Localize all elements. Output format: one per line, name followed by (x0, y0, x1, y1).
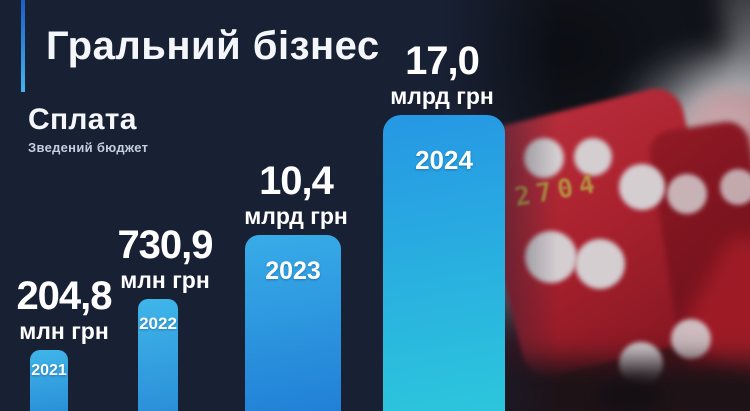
bar-2022: 2022 (138, 299, 178, 411)
chart-subtitle: Сплата Зведений бюджет (28, 103, 148, 155)
bar-value-number: 10,4 (259, 158, 334, 203)
bar-value-label: 204,8 млн грн (0, 276, 159, 343)
bar-value-label: 17,0 млрд грн (347, 41, 537, 108)
bar-value-number: 204,8 (16, 273, 112, 318)
bar-year-label: 2021 (31, 362, 67, 379)
subtitle-caption: Зведений бюджет (28, 140, 149, 155)
bar-2024: 2024 (383, 115, 505, 411)
accent-line (21, 0, 25, 92)
bar-value-label: 730,9 млн грн (70, 225, 260, 292)
bar-value-label: 10,4 млрд грн (201, 161, 391, 228)
page-title: Гральний бізнес (46, 24, 380, 68)
bar-year-label: 2022 (139, 314, 177, 333)
bar-value-number: 730,9 (117, 222, 213, 267)
bar-2023: 2023 (245, 235, 341, 411)
bar-year-label: 2024 (415, 145, 473, 175)
subtitle-heading: Сплата (28, 103, 137, 136)
bar-value-number: 17,0 (405, 38, 480, 83)
bar-value-unit: млн грн (120, 266, 210, 293)
bar-value-unit: млрд грн (244, 202, 348, 229)
bar-value-unit: млрд грн (390, 82, 494, 109)
bar-2021: 2021 (30, 350, 68, 411)
bar-value-unit: млн грн (19, 317, 109, 344)
bar-year-label: 2023 (265, 257, 321, 285)
